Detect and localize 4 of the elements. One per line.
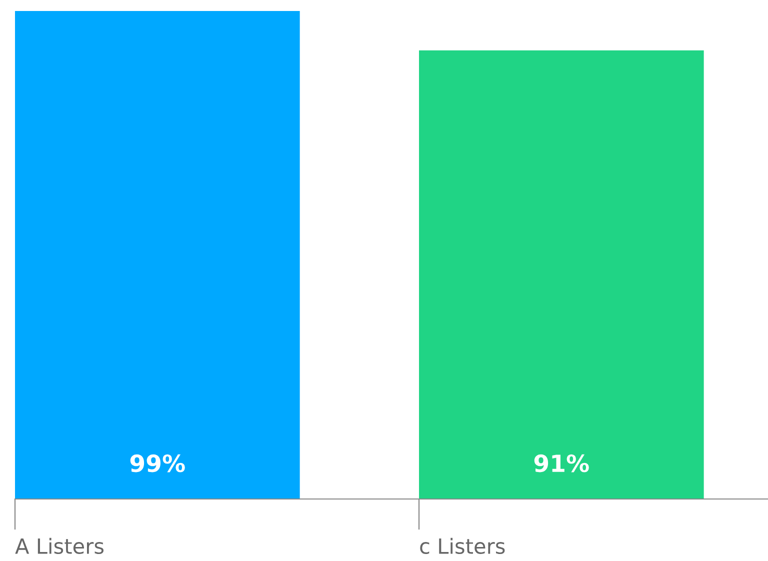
data-label: 99%	[130, 454, 185, 472]
data-label: 91%	[534, 454, 589, 472]
x-tick-label: A Listers	[15, 538, 104, 554]
x-tick-label: c Listers	[420, 538, 505, 554]
